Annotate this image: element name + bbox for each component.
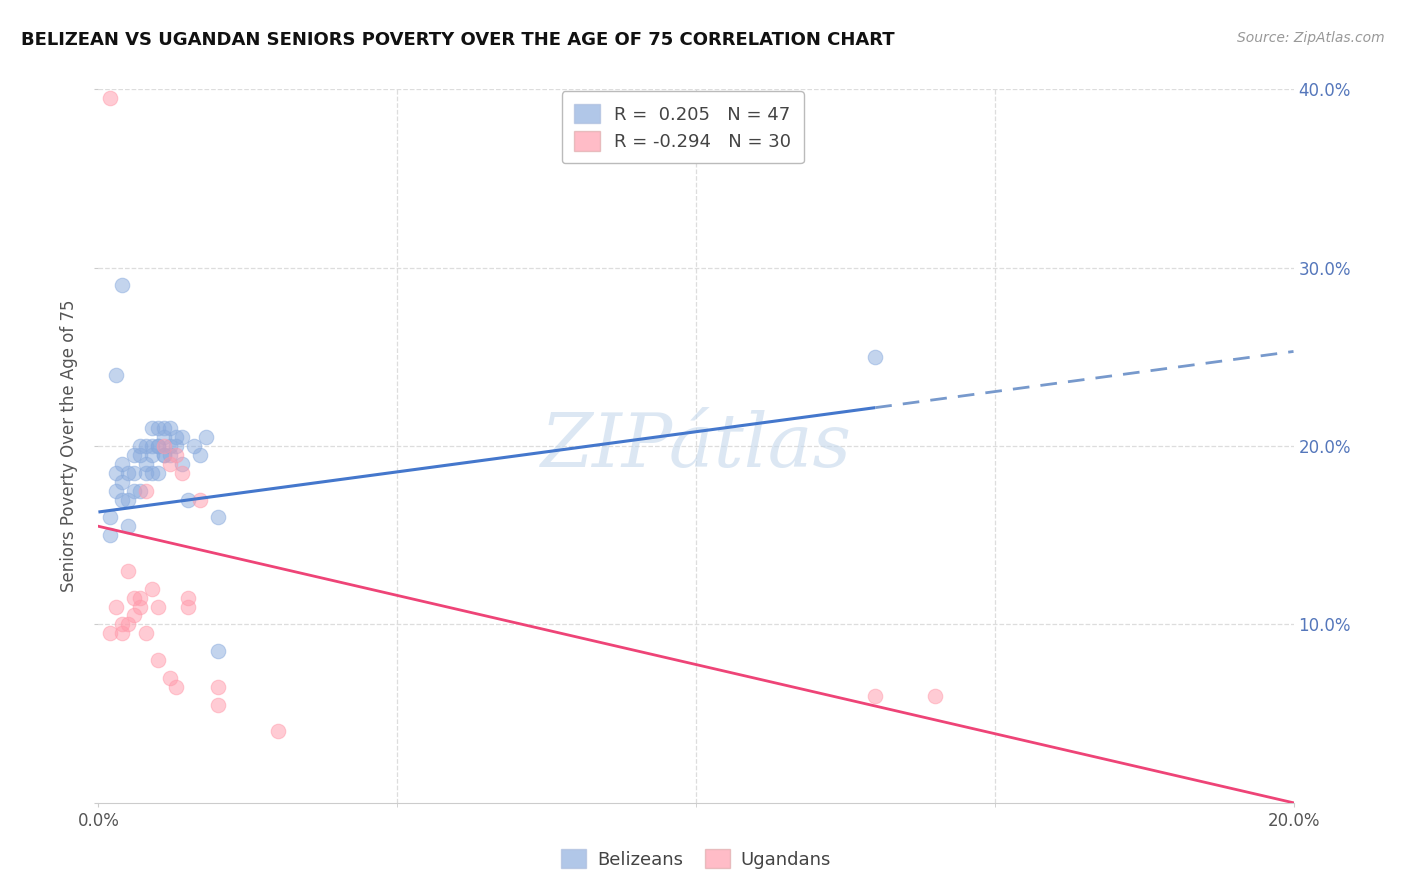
Point [105,599,128,614]
Point [117,617,139,632]
Point [111,617,134,632]
Point [207,644,229,658]
Point [172,430,194,444]
Point [100,510,122,524]
Point [159,421,181,435]
Text: Source: ZipAtlas.com: Source: ZipAtlas.com [1237,31,1385,45]
Point [111,278,134,293]
Point [141,421,163,435]
Text: ZIPátlas: ZIPátlas [540,409,852,483]
Point [153,421,176,435]
Point [172,457,194,471]
Point [124,483,146,498]
Point [153,430,176,444]
Point [148,599,170,614]
Point [148,439,170,453]
Point [129,591,152,605]
Point [111,492,134,507]
Point [153,448,176,462]
Point [141,582,163,596]
Point [159,671,181,685]
Point [105,466,128,480]
Text: BELIZEAN VS UGANDAN SENIORS POVERTY OVER THE AGE OF 75 CORRELATION CHART: BELIZEAN VS UGANDAN SENIORS POVERTY OVER… [21,31,894,49]
Point [135,466,157,480]
Point [153,448,176,462]
Point [100,91,122,105]
Point [111,626,134,640]
Point [159,448,181,462]
Point [124,466,146,480]
Point [153,439,176,453]
Legend: Belizeans, Ugandans: Belizeans, Ugandans [550,838,842,880]
Point [100,626,122,640]
Point [117,564,139,578]
Point [207,680,229,694]
Point [129,439,152,453]
Point [188,492,211,507]
Point [117,519,139,533]
Point [124,608,146,623]
Point [267,724,290,739]
Point [124,448,146,462]
Point [165,680,187,694]
Point [148,439,170,453]
Point [117,466,139,480]
Point [148,466,170,480]
Point [177,599,200,614]
Point [100,528,122,542]
Point [135,439,157,453]
Point [111,475,134,489]
Point [159,457,181,471]
Point [177,591,200,605]
Point [865,689,887,703]
Point [141,466,163,480]
Point [105,483,128,498]
Point [129,599,152,614]
Point [148,653,170,667]
Point [165,439,187,453]
Point [148,421,170,435]
Point [117,492,139,507]
Point [172,466,194,480]
Point [165,430,187,444]
Point [188,448,211,462]
Point [111,457,134,471]
Point [207,510,229,524]
Point [129,448,152,462]
Point [207,698,229,712]
Point [924,689,946,703]
Point [141,439,163,453]
Point [135,457,157,471]
Point [865,350,887,364]
Point [159,439,181,453]
Point [124,591,146,605]
Point [141,448,163,462]
Point [105,368,128,382]
Point [183,439,205,453]
Point [195,430,218,444]
Point [177,492,200,507]
Point [135,626,157,640]
Point [165,448,187,462]
Point [135,483,157,498]
Point [129,483,152,498]
Y-axis label: Seniors Poverty Over the Age of 75: Seniors Poverty Over the Age of 75 [60,300,79,592]
